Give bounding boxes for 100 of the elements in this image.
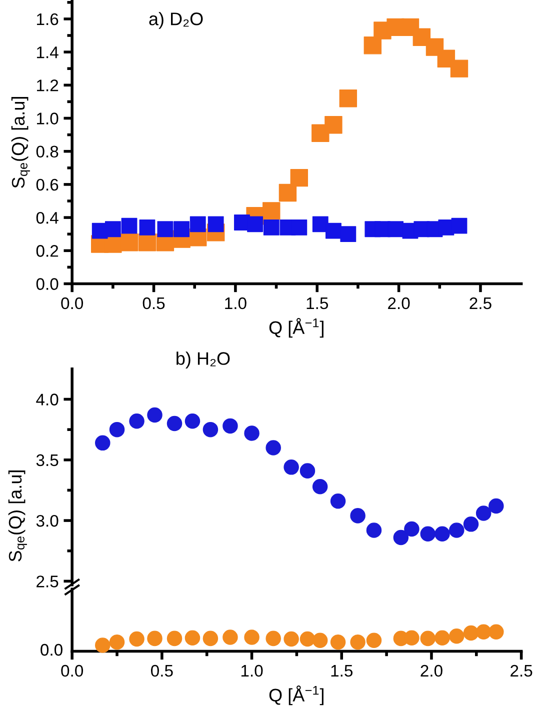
- point: [404, 521, 420, 537]
- y-tick-label: 1.4: [37, 46, 58, 58]
- y-tick-label: 2.5: [36, 576, 58, 588]
- point: [463, 516, 479, 532]
- point: [166, 416, 182, 432]
- point: [420, 630, 436, 646]
- y-tick-label: 0.0: [36, 278, 58, 290]
- point: [202, 630, 218, 646]
- point: [364, 36, 382, 54]
- point: [463, 625, 479, 641]
- point: [366, 522, 382, 538]
- point: [434, 630, 450, 646]
- y-tick-label: 0.4: [36, 212, 58, 224]
- point: [266, 440, 281, 456]
- y-tick-label: 0.8: [36, 146, 58, 158]
- point: [488, 624, 504, 640]
- x-tick-label: 2.0: [388, 297, 410, 310]
- y-tick-label: 1.0: [37, 112, 58, 124]
- point: [340, 226, 356, 242]
- point: [326, 222, 342, 239]
- point: [222, 630, 238, 645]
- x-tick-label: 0.0: [61, 297, 84, 310]
- x-tick-label: 2.0: [420, 664, 442, 677]
- point: [129, 413, 144, 429]
- point: [109, 634, 125, 650]
- point: [247, 216, 264, 232]
- point: [109, 422, 125, 438]
- point: [208, 216, 224, 232]
- x-tick-label: 0.0: [61, 664, 84, 677]
- point: [262, 202, 280, 220]
- point: [312, 216, 328, 232]
- y-tick-label: 4.0: [36, 394, 58, 406]
- point: [350, 634, 366, 650]
- point: [449, 628, 464, 644]
- point: [450, 60, 468, 78]
- point: [339, 90, 358, 108]
- point: [266, 630, 281, 646]
- point: [290, 168, 308, 187]
- point: [157, 221, 174, 238]
- y-tick-label: 1.2: [37, 80, 58, 92]
- point: [366, 632, 382, 648]
- annotation: a) D₂O: [149, 12, 203, 29]
- x-tick-label: 2.5: [510, 664, 532, 677]
- point: [120, 234, 138, 252]
- point: [278, 184, 297, 202]
- point: [324, 116, 342, 134]
- y-axis-title: S$_{qe}$(Q) [a.u]: [8, 470, 27, 562]
- point: [244, 630, 260, 645]
- point: [129, 631, 144, 647]
- x-tick-label: 0.5: [151, 664, 173, 677]
- point: [104, 221, 121, 238]
- point: [404, 630, 420, 646]
- point: [95, 435, 110, 451]
- point: [476, 506, 492, 521]
- point: [393, 530, 409, 546]
- x-axis-title: Q [Å$^{−1}$]: [269, 318, 324, 338]
- x-tick-label: 1.5: [331, 665, 353, 677]
- y-tick-label: 1.6: [37, 13, 58, 26]
- point: [222, 418, 238, 434]
- point: [95, 638, 110, 653]
- point: [174, 221, 190, 238]
- point: [476, 624, 492, 640]
- text: b) H₂O: [176, 352, 230, 368]
- x-tick-label: 0.5: [142, 297, 165, 310]
- y-tick-label: 0.2: [36, 245, 58, 257]
- point: [291, 220, 308, 236]
- point: [263, 220, 280, 236]
- point: [388, 221, 404, 238]
- x-tick-label: 1.0: [241, 664, 263, 677]
- point: [300, 631, 316, 647]
- point: [184, 630, 200, 646]
- point: [330, 634, 346, 650]
- point: [449, 522, 464, 538]
- point: [451, 218, 468, 234]
- point: [330, 494, 346, 509]
- point: [284, 460, 299, 475]
- point: [147, 407, 162, 423]
- point: [312, 632, 328, 648]
- x-axis-title: Q [Å$^{−1}$]: [269, 686, 324, 706]
- y-axis-title: S$_{qe}$(Q) [a.u]: [11, 97, 30, 188]
- x-tick-label: 2.5: [470, 297, 492, 310]
- point: [244, 426, 260, 441]
- point: [147, 630, 162, 646]
- y-tick-label: 3.5: [36, 454, 58, 466]
- x-tick-label: 1.5: [306, 298, 328, 310]
- point: [284, 631, 299, 647]
- point: [312, 478, 328, 494]
- point: [121, 218, 138, 234]
- point: [139, 220, 156, 236]
- y-tick-label: 0.6: [36, 178, 58, 191]
- x-tick-label: 1.0: [225, 297, 246, 310]
- point: [420, 526, 436, 542]
- point: [184, 413, 200, 429]
- point: [434, 526, 450, 542]
- y-tick-label: 3.0: [36, 514, 58, 527]
- point: [190, 216, 206, 232]
- point: [202, 422, 218, 438]
- point: [166, 630, 182, 646]
- point: [350, 508, 366, 524]
- point: [300, 463, 316, 478]
